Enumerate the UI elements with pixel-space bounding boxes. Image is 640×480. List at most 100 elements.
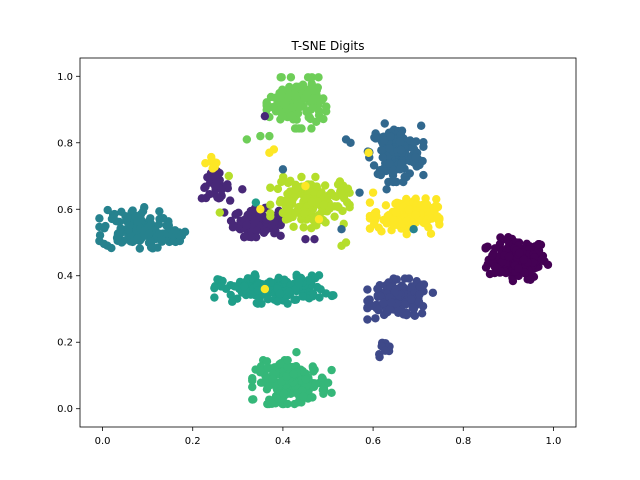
data-point — [238, 185, 247, 194]
data-point — [210, 181, 220, 191]
data-point — [239, 282, 249, 291]
data-point — [363, 315, 372, 324]
data-point — [289, 222, 298, 231]
data-point — [290, 295, 299, 304]
y-tick-label: 0.8 — [57, 138, 73, 149]
data-point — [116, 224, 125, 233]
data-point — [207, 152, 216, 162]
data-point — [110, 209, 119, 219]
data-point — [283, 355, 292, 365]
data-point — [414, 297, 424, 306]
data-point — [314, 73, 323, 82]
y-tick-label: 0.2 — [57, 338, 73, 349]
data-point — [330, 212, 339, 221]
data-point — [125, 221, 134, 230]
data-point — [307, 79, 316, 89]
data-point — [276, 195, 285, 205]
data-point — [303, 73, 313, 82]
data-point — [368, 188, 378, 197]
data-point — [396, 130, 406, 140]
data-point — [307, 96, 317, 105]
data-point — [411, 210, 420, 220]
data-point — [402, 311, 411, 320]
data-point — [282, 197, 292, 206]
data-point — [170, 226, 180, 235]
data-point — [310, 234, 319, 244]
data-point — [269, 145, 279, 154]
data-point — [155, 207, 164, 216]
data-point — [210, 283, 219, 293]
data-point — [289, 369, 298, 379]
data-point — [410, 311, 420, 321]
data-point — [392, 198, 402, 207]
data-point — [308, 362, 317, 371]
data-point — [322, 102, 331, 112]
data-point — [262, 364, 272, 373]
data-point — [201, 158, 210, 168]
data-point — [377, 146, 386, 155]
data-point — [402, 216, 411, 226]
data-point — [319, 200, 328, 210]
data-point — [226, 290, 235, 300]
data-point — [299, 392, 308, 401]
data-point — [355, 188, 364, 197]
data-point — [384, 159, 394, 168]
data-point — [262, 98, 271, 107]
data-point — [256, 131, 265, 141]
data-point — [373, 284, 382, 293]
data-point — [301, 234, 310, 244]
data-point — [283, 178, 293, 188]
data-point — [397, 281, 407, 290]
data-point — [281, 215, 291, 224]
y-tick-label: 1.0 — [57, 72, 73, 83]
data-point — [273, 297, 282, 306]
data-point — [210, 293, 219, 302]
data-point — [290, 185, 300, 194]
data-point — [371, 314, 380, 323]
data-point — [314, 215, 324, 224]
data-point — [391, 208, 401, 217]
data-point — [380, 136, 389, 145]
data-point — [159, 213, 168, 223]
data-point — [275, 289, 285, 299]
data-point — [396, 145, 406, 155]
data-point — [107, 243, 116, 253]
data-point — [294, 278, 304, 288]
data-point — [283, 362, 292, 371]
data-point — [381, 346, 390, 355]
data-point — [279, 389, 289, 398]
data-point — [315, 293, 324, 302]
data-point — [144, 229, 154, 238]
data-point — [136, 210, 146, 219]
data-point — [253, 286, 263, 295]
data-point — [274, 106, 283, 115]
data-point — [283, 189, 292, 199]
data-point — [298, 292, 307, 301]
data-point — [248, 376, 257, 385]
data-point — [135, 244, 145, 253]
data-point — [266, 212, 275, 221]
x-tick-label: 0.8 — [455, 436, 471, 447]
data-point — [382, 219, 391, 228]
data-point — [534, 240, 543, 249]
data-point — [214, 194, 223, 203]
y-axis: 0.0 0.2 0.4 0.6 0.8 1.0 — [57, 72, 80, 415]
data-point — [514, 264, 523, 273]
data-point — [327, 365, 336, 375]
data-point — [481, 243, 490, 252]
data-point — [278, 165, 288, 174]
data-point — [415, 282, 425, 291]
data-point — [286, 111, 296, 121]
data-point — [301, 375, 311, 384]
data-point — [433, 212, 442, 221]
data-point — [520, 268, 529, 277]
data-point — [418, 156, 427, 166]
plot-frame — [79, 57, 577, 428]
data-point — [319, 192, 329, 201]
chart-title: T-SNE Digits — [290, 39, 364, 53]
data-point — [311, 273, 320, 283]
data-point — [323, 378, 333, 387]
data-point — [266, 278, 275, 287]
data-point — [374, 223, 383, 232]
data-point — [250, 270, 260, 279]
